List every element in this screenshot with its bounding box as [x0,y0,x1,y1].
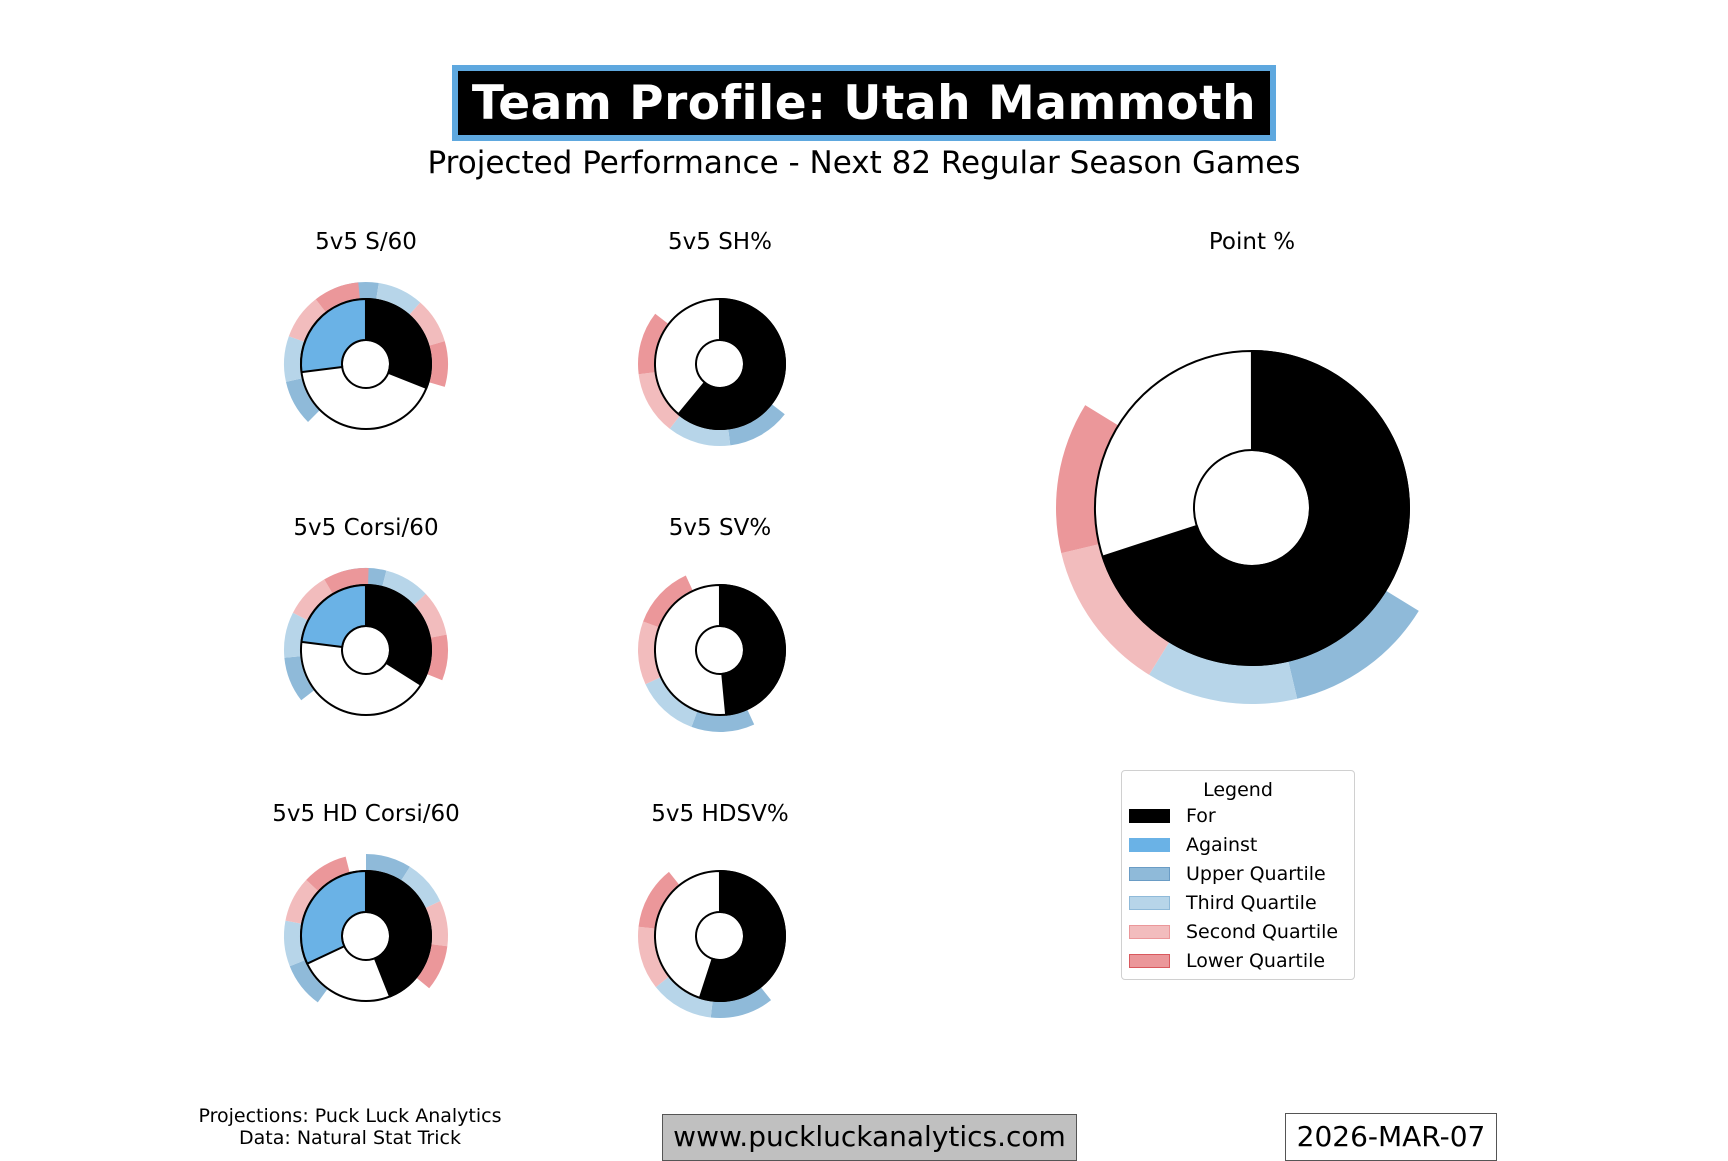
chart-title: Point % [1209,229,1295,255]
legend-item-upper-quartile: Upper Quartile [1122,860,1354,889]
percentile-band-upper-quartile [710,987,772,1019]
legend-swatch [1129,838,1170,852]
for-percentile-band-third-quartile [401,866,441,908]
chart-title: 5v5 SH% [668,229,772,255]
legend-label: Lower Quartile [1186,950,1326,972]
legend-item-second-quartile: Second Quartile [1122,918,1354,947]
chart-title: 5v5 SV% [669,515,771,541]
for-percentile-band-third-quartile [382,570,426,605]
percentile-band-third-quartile [669,416,731,446]
percentile-band-second-quartile [638,372,680,429]
donut-chart: 5v5 HDSV% [637,801,789,1019]
chart-title: 5v5 S/60 [315,229,417,255]
website-url[interactable]: www.puckluckanalytics.com [662,1114,1077,1161]
against-percentile-band-upper-quartile [285,378,320,422]
for-percentile-band-second-quartile [409,302,445,346]
donut-chart: 5v5 SV% [638,515,786,732]
legend-swatch [1129,896,1170,910]
against-percentile-band-lower-quartile [306,856,350,891]
against-slice [300,584,367,648]
against-slice [300,298,367,374]
against-percentile-band-third-quartile [283,612,308,658]
against-percentile-band-second-quartile [285,879,318,924]
chart-title: 5v5 HDSV% [651,801,788,827]
percentile-band-second-quartile [637,926,669,988]
page-subtitle: Projected Performance - Next 82 Regular … [427,145,1301,181]
for-slice [677,298,786,430]
chart-title: 5v5 HD Corsi/60 [272,801,459,827]
legend-swatch [1129,809,1170,823]
for-percentile-band-lower-quartile [416,944,448,989]
percentile-band-upper-quartile [691,709,755,732]
against-percentile-band-second-quartile [292,579,333,621]
for-percentile-band-second-quartile [425,901,448,947]
legend-label: Third Quartile [1186,892,1317,914]
for-percentile-band-third-quartile [376,283,421,315]
percentile-band-lower-quartile [638,871,679,929]
legend-item-against: Against [1122,831,1354,860]
chart-title: 5v5 Corsi/60 [293,515,438,541]
percentile-band-third-quartile [645,677,698,727]
legend-swatch [1129,954,1170,968]
percentile-band-lower-quartile [643,575,693,628]
against-slice [300,870,367,965]
donut-chart: 5v5 HD Corsi/60 [272,801,460,1003]
against-percentile-band-third-quartile [283,336,304,382]
donut-chart: 5v5 SH% [638,229,786,446]
against-percentile-band-upper-quartile [284,656,314,701]
for-slice [698,870,786,1002]
legend-item-for: For [1122,802,1354,831]
percentile-band-upper-quartile [1288,590,1419,699]
legend: Legend For Against Upper Quartile Third … [1121,770,1355,980]
legend-label: Against [1186,834,1258,856]
donut-chart: 5v5 S/60 [283,229,448,430]
credits-projections: Projections: Puck Luck Analytics [198,1105,502,1127]
against-percentile-band-upper-quartile [289,960,328,1003]
legend-label: Second Quartile [1186,921,1339,943]
percentile-band-lower-quartile [638,313,668,375]
for-slice [1101,350,1410,666]
percentile-band-upper-quartile [728,404,785,446]
against-percentile-band-third-quartile [283,920,305,967]
legend-swatch [1129,925,1170,939]
percentile-band-third-quartile [655,977,713,1018]
for-slice [365,298,432,389]
percentile-band-second-quartile [1061,544,1170,675]
percentile-band-third-quartile [1149,641,1298,705]
for-percentile-band-lower-quartile [427,634,449,681]
legend-swatch [1129,867,1170,881]
legend-title: Legend [1203,779,1273,801]
footer-credits: Projections: Puck Luck Analytics Data: N… [150,1105,550,1149]
donut-chart: 5v5 Corsi/60 [283,515,449,716]
legend-label: For [1186,805,1216,827]
for-slice [719,584,786,716]
donut-chart: Point % [1055,229,1419,705]
legend-label: Upper Quartile [1186,863,1326,885]
legend-item-lower-quartile: Lower Quartile [1122,947,1354,976]
for-slice [365,870,432,998]
credits-data: Data: Natural Stat Trick [239,1127,461,1149]
for-percentile-band-second-quartile [414,593,447,638]
for-percentile-band-lower-quartile [429,341,448,387]
title-banner: Team Profile: Utah Mammoth [0,65,1728,141]
for-slice [365,584,432,686]
date-stamp: 2026-MAR-07 [1285,1113,1497,1161]
against-percentile-band-lower-quartile [324,567,369,594]
percentile-band-lower-quartile [1055,405,1119,554]
legend-item-third-quartile: Third Quartile [1122,889,1354,918]
page-title: Team Profile: Utah Mammoth [451,65,1277,141]
against-percentile-band-lower-quartile [315,282,360,312]
for-percentile-band-upper-quartile [366,854,410,881]
against-percentile-band-second-quartile [288,299,326,342]
percentile-band-second-quartile [638,621,661,685]
